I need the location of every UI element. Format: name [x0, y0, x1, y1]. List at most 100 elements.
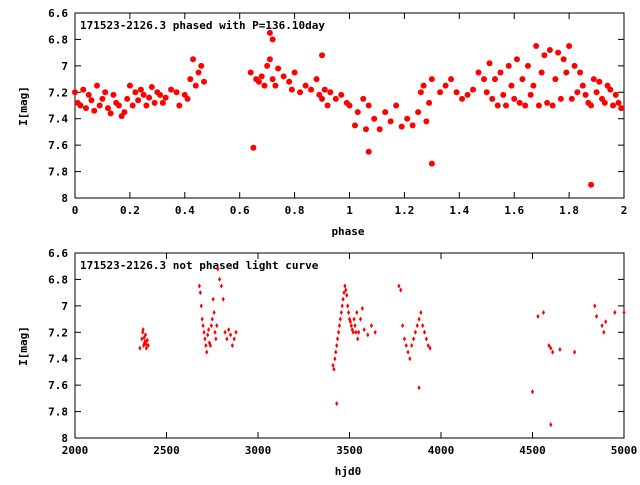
data-point [594, 313, 599, 319]
data-point [291, 69, 298, 76]
y-axis-title: I[mag] [17, 86, 30, 126]
data-point [302, 82, 309, 89]
data-point [618, 105, 625, 112]
y-axis-title: I[mag] [17, 326, 30, 366]
data-point [319, 95, 326, 102]
data-point [560, 56, 567, 63]
data-point [227, 327, 231, 333]
data-point [142, 335, 146, 341]
data-point [590, 76, 597, 83]
data-point [593, 303, 597, 309]
data-point [308, 86, 315, 93]
data-point [574, 89, 581, 96]
data-point [563, 69, 570, 76]
data-point [344, 287, 348, 293]
y-tick-label: 6.8 [48, 273, 68, 286]
data-point [336, 336, 340, 342]
data-point [607, 86, 614, 93]
data-point [247, 69, 254, 76]
data-point [228, 332, 233, 338]
data-point [354, 329, 358, 335]
data-point [428, 160, 435, 167]
data-point [168, 86, 175, 93]
data-point [80, 86, 87, 93]
data-point [483, 89, 490, 96]
data-point [593, 89, 600, 96]
data-point [140, 336, 144, 342]
data-point [201, 323, 205, 329]
data-point [352, 316, 356, 322]
data-point [335, 343, 339, 348]
data-point [475, 69, 482, 76]
data-point [426, 343, 430, 348]
data-point [234, 329, 238, 335]
data-point [541, 309, 546, 315]
data-point [602, 329, 606, 335]
data-point [613, 309, 617, 315]
data-point [104, 105, 111, 112]
data-point [513, 56, 520, 63]
y-tick-label: 7.4 [48, 353, 68, 366]
data-point [508, 82, 515, 89]
data-point [336, 329, 341, 335]
data-point [269, 76, 276, 83]
data-point [230, 343, 234, 348]
data-point [121, 109, 128, 116]
data-point [541, 52, 548, 59]
data-point [225, 336, 229, 342]
data-point [324, 102, 331, 109]
data-point [85, 91, 92, 98]
data-point [538, 69, 545, 76]
data-point [124, 95, 131, 102]
data-point [365, 148, 372, 155]
y-tick-label: 7.4 [48, 113, 68, 126]
data-point [572, 349, 577, 355]
data-point [428, 76, 435, 83]
x-tick-label: 1 [346, 204, 353, 217]
data-point [148, 84, 155, 90]
data-point [204, 343, 208, 348]
data-point [491, 76, 498, 83]
data-point [205, 349, 209, 355]
data-point [107, 110, 114, 117]
data-point [209, 323, 213, 329]
data-point [206, 327, 211, 333]
data-point [319, 52, 326, 59]
data-point [549, 345, 553, 351]
data-point [417, 316, 421, 322]
data-point [72, 89, 78, 96]
data-point [332, 366, 336, 372]
x-tick-label: 3000 [245, 444, 272, 457]
data-point [211, 296, 215, 302]
data-point [400, 323, 405, 329]
data-point [213, 329, 217, 335]
x-tick-label: 0.6 [230, 204, 250, 217]
data-point [343, 283, 347, 289]
data-point [250, 144, 257, 151]
data-point [266, 56, 273, 63]
data-point [398, 123, 405, 130]
data-point [351, 122, 358, 129]
data-point [516, 99, 523, 106]
data-point [173, 89, 180, 96]
data-point [610, 102, 617, 109]
data-point [135, 97, 142, 104]
y-tick-label: 7.6 [48, 379, 68, 392]
data-point [442, 82, 449, 89]
phased-light-curve-panel: 171523-2126.3 phased with P=136.10day ph… [17, 7, 627, 238]
data-point [137, 86, 144, 93]
data-point [266, 29, 273, 36]
data-point [201, 78, 208, 85]
data-point [261, 82, 268, 89]
chart-title: 171523-2126.3 phased with P=136.10day [80, 19, 325, 32]
data-point [210, 316, 214, 322]
data-point [219, 283, 223, 289]
data-point [272, 82, 279, 89]
y-tick-label: 8 [61, 192, 68, 205]
data-point [366, 332, 370, 338]
data-point [102, 89, 109, 96]
data-point [88, 97, 95, 104]
data-point [264, 62, 271, 69]
data-point [349, 323, 353, 329]
